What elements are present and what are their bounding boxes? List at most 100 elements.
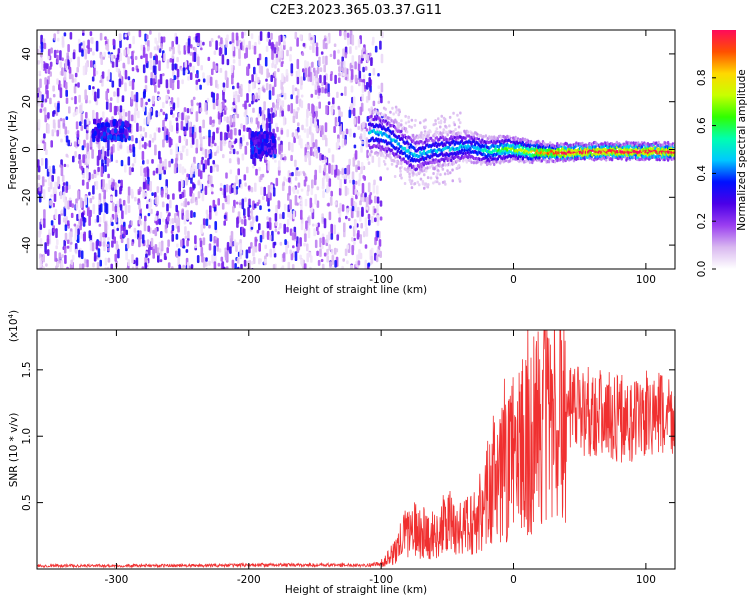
heatmap-cell [192, 162, 195, 172]
heatmap-cell [242, 228, 246, 238]
heatmap-cell [40, 41, 44, 53]
heatmap-cell [240, 263, 243, 269]
heatmap-cell [282, 211, 285, 220]
heatmap-cell [138, 237, 141, 248]
heatmap-cell [269, 234, 272, 241]
heatmap-cell [72, 155, 75, 163]
heatmap-cell [127, 195, 130, 204]
heatmap-cell [166, 247, 169, 254]
heatmap-cell [43, 106, 47, 116]
heatmap-cell [400, 161, 403, 166]
x-tick-label: -200 [237, 274, 261, 286]
heatmap-cell [146, 244, 149, 248]
heatmap-cell [314, 139, 318, 149]
heatmap-cell [289, 54, 292, 62]
heatmap-cell [128, 43, 132, 49]
heatmap-cell [376, 153, 379, 157]
heatmap-cell [67, 139, 70, 147]
heatmap-cell [107, 257, 111, 263]
heatmap-cell [178, 112, 181, 120]
heatmap-cell [330, 190, 333, 197]
heatmap-cell [217, 35, 221, 39]
heatmap-cell [115, 57, 119, 68]
heatmap-cell [252, 165, 255, 169]
heatmap-cell [248, 82, 251, 93]
heatmap-cell [95, 40, 99, 52]
heatmap-cell [446, 172, 450, 176]
heatmap-cell [287, 269, 290, 279]
heatmap-cell [129, 144, 132, 151]
heatmap-cell [77, 139, 81, 145]
heatmap-cell [337, 175, 340, 180]
heatmap-cell [348, 109, 352, 119]
heatmap-cell [344, 52, 348, 59]
heatmap-cell [321, 263, 325, 269]
heatmap-cell [424, 118, 427, 122]
heatmap-cell [312, 35, 315, 44]
heatmap-cell [93, 252, 97, 262]
heatmap-cell [437, 121, 441, 125]
heatmap-cell [154, 244, 158, 254]
heatmap-cell [444, 143, 447, 147]
heatmap-cell [326, 36, 329, 45]
heatmap-cell [289, 211, 292, 220]
heatmap-cell [338, 77, 341, 84]
heatmap-cell [312, 113, 316, 119]
heatmap-cell [195, 138, 199, 149]
heatmap-cell [423, 140, 427, 144]
heatmap-cell [202, 72, 205, 79]
heatmap-cell [226, 124, 230, 132]
heatmap-cell [361, 206, 364, 217]
heatmap-cell [380, 82, 384, 93]
heatmap-cell [93, 64, 97, 68]
heatmap-cell [371, 215, 374, 223]
heatmap-cell [316, 230, 320, 235]
heatmap-cell [65, 89, 68, 97]
heatmap-cell [441, 135, 445, 139]
heatmap-cell [183, 136, 187, 142]
heatmap-cell [78, 209, 81, 220]
heatmap-cell [360, 193, 364, 198]
heatmap-cell [45, 149, 48, 155]
heatmap-cell [359, 133, 363, 141]
heatmap-cell [142, 127, 146, 132]
heatmap-cell [194, 165, 198, 175]
heatmap-cell [163, 169, 166, 175]
heatmap-cell [66, 245, 70, 249]
heatmap-cell [451, 132, 454, 136]
heatmap-cell [354, 188, 358, 195]
heatmap-cell [181, 79, 184, 85]
heatmap-cell [232, 101, 235, 106]
heatmap-cell [155, 110, 158, 118]
heatmap-cell [116, 184, 119, 188]
heatmap-cell [370, 57, 373, 66]
heatmap-cell [294, 31, 298, 40]
heatmap-cell [314, 83, 317, 90]
heatmap-cell [435, 166, 439, 170]
heatmap-cell [88, 215, 91, 226]
heatmap-cell [219, 103, 222, 114]
heatmap-cell [153, 46, 157, 51]
heatmap-cell [80, 125, 84, 131]
heatmap-cell [89, 47, 93, 52]
heatmap-cell [78, 268, 79, 269]
heatmap-cell [294, 176, 298, 181]
heatmap-cell [87, 151, 90, 159]
heatmap-cell [261, 230, 265, 240]
heatmap-cell [317, 95, 320, 99]
heatmap-cell [434, 141, 437, 145]
heatmap-cell [176, 97, 180, 108]
heatmap-cell [205, 218, 209, 226]
heatmap-cell [351, 237, 354, 242]
heatmap-cell [193, 156, 196, 165]
heatmap-cell [451, 168, 454, 172]
heatmap-cell [315, 110, 318, 118]
heatmap-cell [37, 182, 41, 188]
heatmap-cell [100, 54, 103, 65]
heatmap-cell [361, 93, 364, 102]
heatmap-cell [418, 183, 421, 187]
heatmap-cell [321, 125, 324, 135]
heatmap-cell [59, 50, 62, 61]
heatmap-cell [114, 182, 117, 191]
heatmap-cell [172, 193, 175, 200]
